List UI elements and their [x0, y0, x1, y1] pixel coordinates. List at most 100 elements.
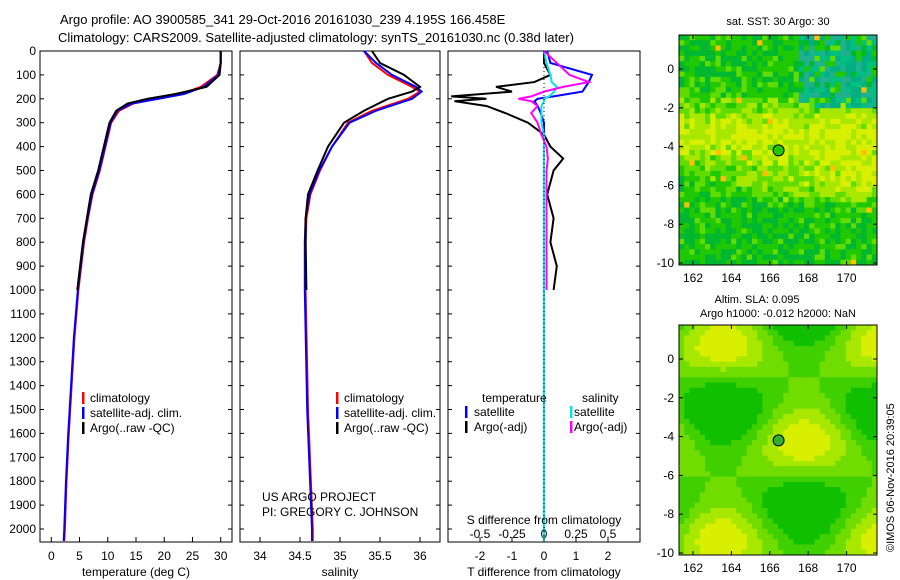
map-pixel [778, 254, 784, 261]
map-pixel [751, 92, 758, 99]
map-pixel [689, 55, 696, 62]
map-pixel [861, 539, 868, 546]
map-pixel [835, 202, 842, 208]
map-pixel [741, 113, 748, 120]
map-pixel [798, 398, 805, 404]
map-pixel [788, 155, 795, 161]
map-pixel [720, 340, 727, 347]
map-pixel [778, 45, 784, 52]
map-pixel [736, 61, 743, 67]
map-pixel [840, 534, 847, 540]
map-pixel [793, 330, 800, 336]
map-pixel [767, 197, 774, 203]
map-pixel [736, 544, 743, 551]
map-pixel [804, 129, 810, 135]
map-pixel [699, 238, 706, 245]
map-pixel [798, 424, 805, 431]
y-tick-label: 1900 [9, 498, 36, 512]
map-pixel [731, 356, 737, 363]
map-pixel [772, 356, 779, 363]
map-pixel [871, 155, 878, 161]
map-pixel [835, 66, 842, 73]
map-pixel [694, 55, 701, 62]
map-pixel [845, 372, 852, 378]
map-pixel [819, 481, 826, 488]
map-pixel [715, 238, 722, 245]
map-pixel [684, 233, 690, 240]
map-pixel [814, 118, 821, 125]
map-pixel [809, 392, 815, 399]
map-pixel [710, 356, 716, 363]
map-pixel [679, 523, 685, 530]
map-pixel [819, 497, 826, 504]
map-pixel [793, 71, 800, 78]
map-pixel [746, 160, 753, 167]
map-pixel [798, 492, 805, 498]
map-pixel [725, 160, 732, 167]
map-pixel [804, 325, 810, 331]
map-pixel [788, 513, 795, 519]
map-pixel [778, 129, 784, 135]
map-pixel [736, 419, 743, 425]
map-pixel [731, 392, 737, 399]
map-pixel [725, 87, 732, 93]
map-pixel [736, 181, 743, 188]
y-tick-label: 600 [16, 187, 36, 201]
map-pixel [684, 544, 690, 551]
map-pixel [824, 372, 831, 378]
map-pixel [824, 207, 831, 214]
map-pixel [819, 549, 826, 556]
map-pixel [715, 123, 722, 130]
map-pixel [856, 129, 862, 135]
map-pixel [772, 502, 779, 509]
map-pixel [689, 76, 696, 83]
x-tick-label: 30 [214, 549, 228, 563]
map-pixel [804, 366, 810, 373]
map-pixel [689, 238, 696, 245]
map-pixel [856, 335, 862, 342]
map-pixel [699, 340, 706, 347]
map-pixel [866, 170, 873, 177]
map-pixel [699, 460, 706, 467]
map-pixel [751, 165, 758, 172]
map-pixel [866, 55, 873, 62]
map-pixel [788, 238, 795, 245]
map-pixel [856, 356, 862, 363]
map-pixel [772, 76, 779, 83]
map-pixel [715, 170, 722, 177]
map-pixel [720, 123, 727, 130]
map-pixel [767, 419, 774, 425]
map-pixel [705, 382, 711, 389]
map-pixel [819, 455, 826, 462]
map-pixel [767, 50, 774, 57]
map-pixel [736, 476, 743, 483]
map-pixel [767, 330, 774, 336]
map-pixel [699, 466, 706, 472]
map-pixel [850, 382, 857, 389]
map-pixel [824, 165, 831, 172]
map-pixel [809, 228, 815, 235]
map-pixel [819, 108, 826, 114]
map-pixel [705, 160, 711, 167]
map-pixel [741, 471, 748, 478]
map-pixel [699, 259, 706, 266]
map-pixel [871, 181, 878, 188]
map-pixel [762, 155, 769, 161]
map-pixel [772, 92, 779, 99]
map-pixel [804, 424, 810, 431]
map-pixel [793, 244, 800, 250]
map-pixel [788, 523, 795, 530]
map-pixel [871, 377, 878, 383]
map-pixel [710, 139, 716, 146]
map-pixel [731, 445, 737, 451]
map-pixel [778, 523, 784, 530]
map-pixel [767, 207, 774, 214]
map-pixel [720, 487, 727, 493]
map-pixel [741, 366, 748, 373]
map-pixel [866, 202, 873, 208]
map-pixel [746, 330, 753, 336]
map-pixel [746, 549, 753, 556]
map-pixel [762, 82, 769, 88]
map-pixel [866, 197, 873, 203]
map-pixel [679, 528, 685, 535]
